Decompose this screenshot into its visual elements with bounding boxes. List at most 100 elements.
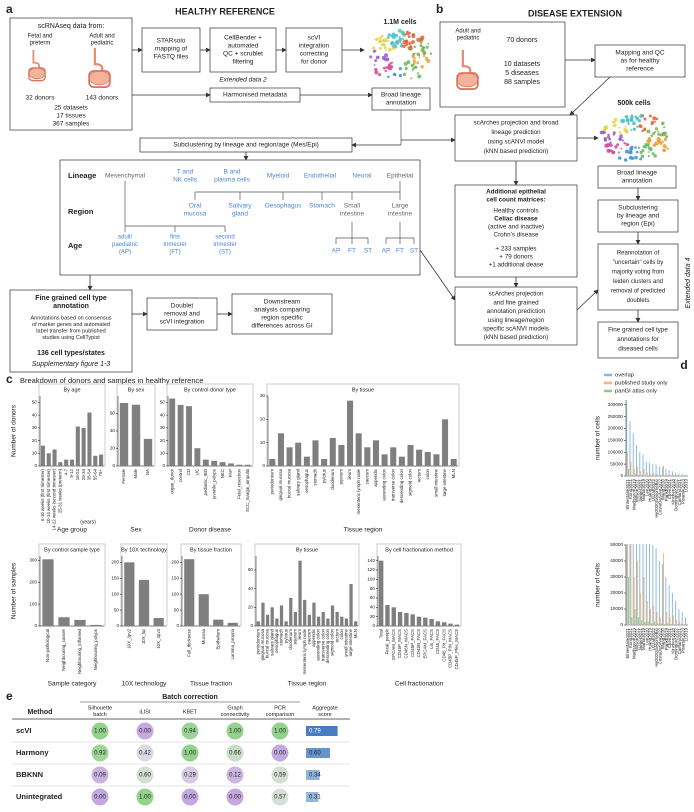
label: doublets xyxy=(627,298,650,304)
x-tick-label: 75+ xyxy=(98,469,103,477)
y-tick-label: 50000 xyxy=(610,461,623,466)
umap-dot xyxy=(392,72,397,76)
umap-dot xyxy=(427,42,430,45)
umap-dot xyxy=(643,117,647,121)
label: Silhouette xyxy=(88,705,112,711)
label: Mesenchymal xyxy=(105,173,146,180)
x-tick-label: pylorus xyxy=(283,628,288,643)
x-tick-label: ileum xyxy=(297,629,302,640)
umap-dot xyxy=(372,46,376,50)
box xyxy=(209,27,277,73)
y-tick-label: 60 xyxy=(248,567,254,572)
x-tick-label: MLN xyxy=(451,469,456,478)
bar xyxy=(663,624,665,625)
umap-dot xyxy=(603,138,608,142)
score-circle xyxy=(271,766,289,784)
bar xyxy=(448,623,453,626)
x-tick-label: FAP xyxy=(228,469,233,477)
x-tick-label: Huang2019 xyxy=(648,627,653,650)
umap-dot xyxy=(388,66,392,71)
label: Crohn's disease xyxy=(494,232,539,239)
umap-dot xyxy=(385,66,388,69)
score: 0.66 xyxy=(229,751,241,757)
umap-dot xyxy=(404,66,408,70)
label: automated xyxy=(228,43,259,50)
gut-icon xyxy=(456,72,479,88)
label: Stomach xyxy=(309,203,335,210)
bar xyxy=(667,623,669,625)
box xyxy=(439,21,566,108)
bar xyxy=(316,616,321,626)
umap-dot xyxy=(379,36,383,40)
x-tick-label: pylorus xyxy=(321,468,326,483)
y-tick-label: 20 xyxy=(248,605,254,610)
y-tick-label: 20000 xyxy=(610,590,623,595)
label: Fine grained cell type xyxy=(608,327,668,334)
bar xyxy=(675,601,677,625)
y-tick-label: 0 xyxy=(176,623,179,628)
box xyxy=(231,293,333,335)
umap-dot xyxy=(412,62,416,65)
bar xyxy=(659,474,661,476)
umap-dot xyxy=(654,127,659,131)
y-axis-label: number of cells xyxy=(595,562,602,607)
umap-dot xyxy=(380,43,384,47)
umap-dot xyxy=(390,34,394,38)
umap-dot xyxy=(377,73,382,77)
label: Breakdown of donors and samples in healt… xyxy=(20,376,203,385)
box xyxy=(454,184,578,278)
bar xyxy=(630,461,632,476)
y-tick-label: 20 xyxy=(160,438,166,443)
y-tick-label: 200000 xyxy=(608,426,624,431)
umap-dot xyxy=(613,120,616,124)
x-tick-label: Jaeger2021 xyxy=(638,478,643,502)
bar xyxy=(46,453,51,466)
label: Downstream xyxy=(264,299,300,306)
umap-dot xyxy=(411,34,416,39)
label: 143 donors xyxy=(86,95,119,102)
y-tick-label: 150 xyxy=(111,575,119,580)
box xyxy=(9,289,133,373)
label: FT xyxy=(396,248,404,255)
umap-dot xyxy=(650,134,654,138)
umap-dot xyxy=(402,40,407,45)
score-circle xyxy=(181,722,199,740)
label: Doublet xyxy=(171,303,194,310)
label: region (Epi) xyxy=(621,221,655,228)
score-circle xyxy=(181,766,199,784)
chart-title: By tissue xyxy=(352,387,374,393)
umap-dot xyxy=(632,127,636,131)
x-tick-label: Caetano2021 xyxy=(677,478,682,505)
label: majority voting from xyxy=(612,270,664,276)
x-tick-label: 6-10 weeks (first trimester) xyxy=(40,468,45,521)
x-tick-label: caecum xyxy=(306,629,311,645)
bar xyxy=(632,433,634,476)
chart-title: By tissue xyxy=(296,547,318,553)
umap-dot xyxy=(617,151,620,154)
umap-dot xyxy=(426,59,431,64)
x-tick-label: oesophagus xyxy=(274,628,279,653)
bar xyxy=(626,403,628,476)
bar xyxy=(69,459,75,466)
x-axis-label: Donor disease xyxy=(189,527,231,534)
bar xyxy=(424,452,431,466)
umap-dot xyxy=(623,158,628,162)
y-tick-label: 250000 xyxy=(608,414,624,419)
x-tick-label: Martin2019 xyxy=(641,478,646,501)
label: annotation xyxy=(622,178,653,185)
bar xyxy=(429,619,434,626)
label: 500k cells xyxy=(617,100,650,107)
x-tick-label: Madissoon2019 xyxy=(631,627,636,659)
umap-dot xyxy=(429,52,433,55)
label: correcting xyxy=(300,51,329,58)
label: using scANVI model xyxy=(488,139,545,146)
x-tick-label: He2020GenomeBio xyxy=(654,627,659,666)
bar xyxy=(639,452,641,476)
x-tick-label: Dominguez2022 xyxy=(674,627,679,660)
bar xyxy=(298,560,302,626)
x-tick-label: mesenteric lymph node xyxy=(302,628,307,674)
score: 0.94 xyxy=(184,729,196,735)
bar xyxy=(666,474,668,476)
label: intestine xyxy=(340,211,365,218)
